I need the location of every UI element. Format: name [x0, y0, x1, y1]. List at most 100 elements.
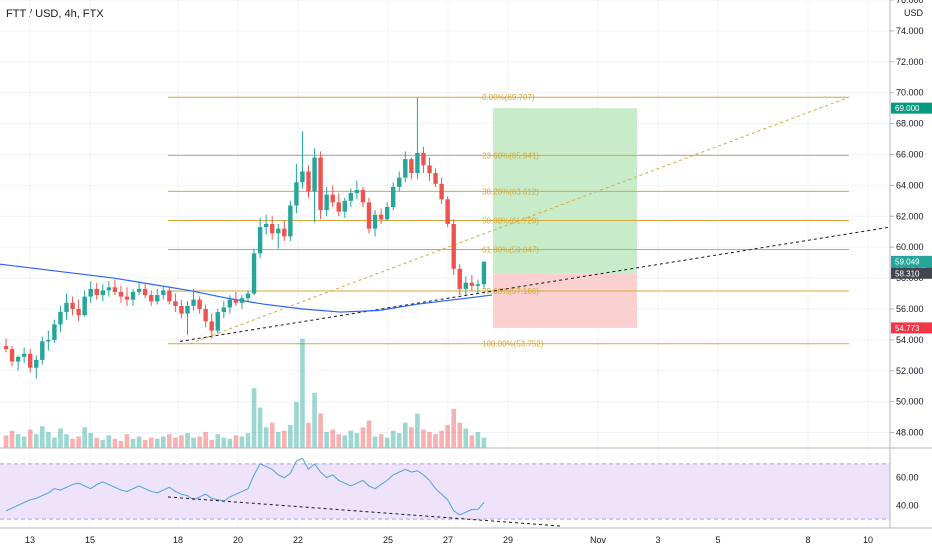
candle-body — [3, 346, 9, 350]
candle-body — [179, 305, 184, 314]
volume-bar — [306, 422, 311, 448]
volume-bar — [106, 435, 112, 448]
candle-body — [70, 302, 75, 309]
price-tick-label: 56.000 — [896, 304, 924, 314]
time-tick-label: 8 — [805, 535, 810, 545]
rsi-tick-label: 60.00 — [896, 473, 919, 483]
candle-body — [336, 202, 341, 212]
candle-body — [155, 295, 160, 302]
candle — [136, 281, 142, 296]
volume-bar — [433, 434, 438, 448]
candle-body — [215, 312, 220, 331]
candle — [197, 296, 202, 314]
candle — [469, 274, 475, 291]
candle-body — [118, 291, 124, 297]
currency-label: USD — [904, 8, 924, 18]
volume-bar — [282, 430, 287, 448]
candle — [318, 151, 323, 220]
candle — [233, 291, 239, 306]
candle — [330, 185, 335, 208]
grid — [0, 0, 890, 528]
candle — [191, 288, 196, 311]
candle — [155, 288, 160, 305]
volume-bar — [251, 388, 257, 448]
candle-body — [173, 301, 178, 306]
candle — [427, 157, 432, 181]
candle-body — [233, 299, 239, 303]
candle — [185, 301, 190, 336]
candle — [415, 97, 420, 180]
candle — [106, 281, 112, 297]
volume-bar — [27, 429, 33, 448]
candle-body — [82, 296, 87, 316]
fib-level-label: 0.00%(69.707) — [482, 93, 535, 102]
rsi-panel — [0, 447, 932, 529]
price-tick-label: 68.000 — [896, 119, 924, 129]
moving-average — [0, 263, 493, 313]
time-tick-label: 20 — [233, 535, 243, 545]
candle — [3, 338, 9, 353]
candle — [215, 308, 220, 334]
volume-bar — [58, 428, 63, 448]
candle-body — [245, 293, 251, 299]
price-badge — [891, 102, 932, 114]
volume-bar — [451, 408, 456, 448]
candle — [270, 216, 275, 240]
fib-level-label: 23.60%(65.941) — [482, 151, 539, 160]
volume-bar — [360, 427, 366, 448]
volume-bar — [342, 435, 348, 448]
candle — [209, 313, 214, 339]
candle — [70, 296, 75, 316]
candle — [439, 177, 444, 204]
candle — [384, 202, 390, 221]
candle-body — [197, 299, 202, 309]
volume-bar — [185, 433, 190, 448]
volume-bar — [161, 436, 166, 448]
time-tick-label: 27 — [443, 535, 453, 545]
candle-body — [263, 224, 269, 228]
volume-bar — [390, 430, 396, 448]
candle-body — [209, 321, 214, 331]
candle-body — [409, 159, 414, 174]
volume-bar — [318, 413, 323, 448]
volume-bar — [330, 429, 335, 448]
price-tick-label: 74.000 — [896, 26, 924, 36]
volume-bar — [191, 437, 196, 448]
volume-bar — [427, 431, 432, 448]
volume-bar — [324, 431, 329, 448]
candle — [263, 214, 269, 235]
candle-body — [330, 194, 335, 203]
volume-bar — [409, 427, 414, 448]
candle — [409, 157, 414, 180]
candle — [336, 193, 341, 217]
candle — [421, 146, 426, 174]
volume-bar — [233, 435, 239, 448]
volume-bar — [76, 436, 81, 448]
candle — [391, 182, 396, 211]
volume-bar — [154, 438, 160, 448]
volume-bar — [227, 438, 233, 448]
candle-body — [167, 290, 172, 302]
volume-bar — [70, 438, 75, 448]
time-tick-label: 15 — [85, 535, 95, 545]
candle-body — [161, 290, 166, 296]
candle — [354, 180, 360, 200]
volume-bar — [167, 434, 172, 448]
time-tick-label: 22 — [293, 535, 303, 545]
candle-body — [130, 291, 136, 300]
volume-bar — [40, 426, 45, 448]
volume-bar — [46, 431, 51, 448]
time-tick-label: 25 — [383, 535, 393, 545]
volume-bar — [136, 436, 142, 448]
rsi-line — [5, 457, 485, 516]
volume-bar — [88, 433, 93, 448]
candle — [372, 210, 378, 237]
candle — [433, 168, 438, 187]
volume-bar — [469, 435, 475, 448]
candle-body — [270, 224, 275, 234]
volume-bar — [336, 434, 342, 448]
candle — [100, 284, 105, 302]
candle — [9, 346, 15, 367]
volume-bar — [245, 433, 251, 448]
